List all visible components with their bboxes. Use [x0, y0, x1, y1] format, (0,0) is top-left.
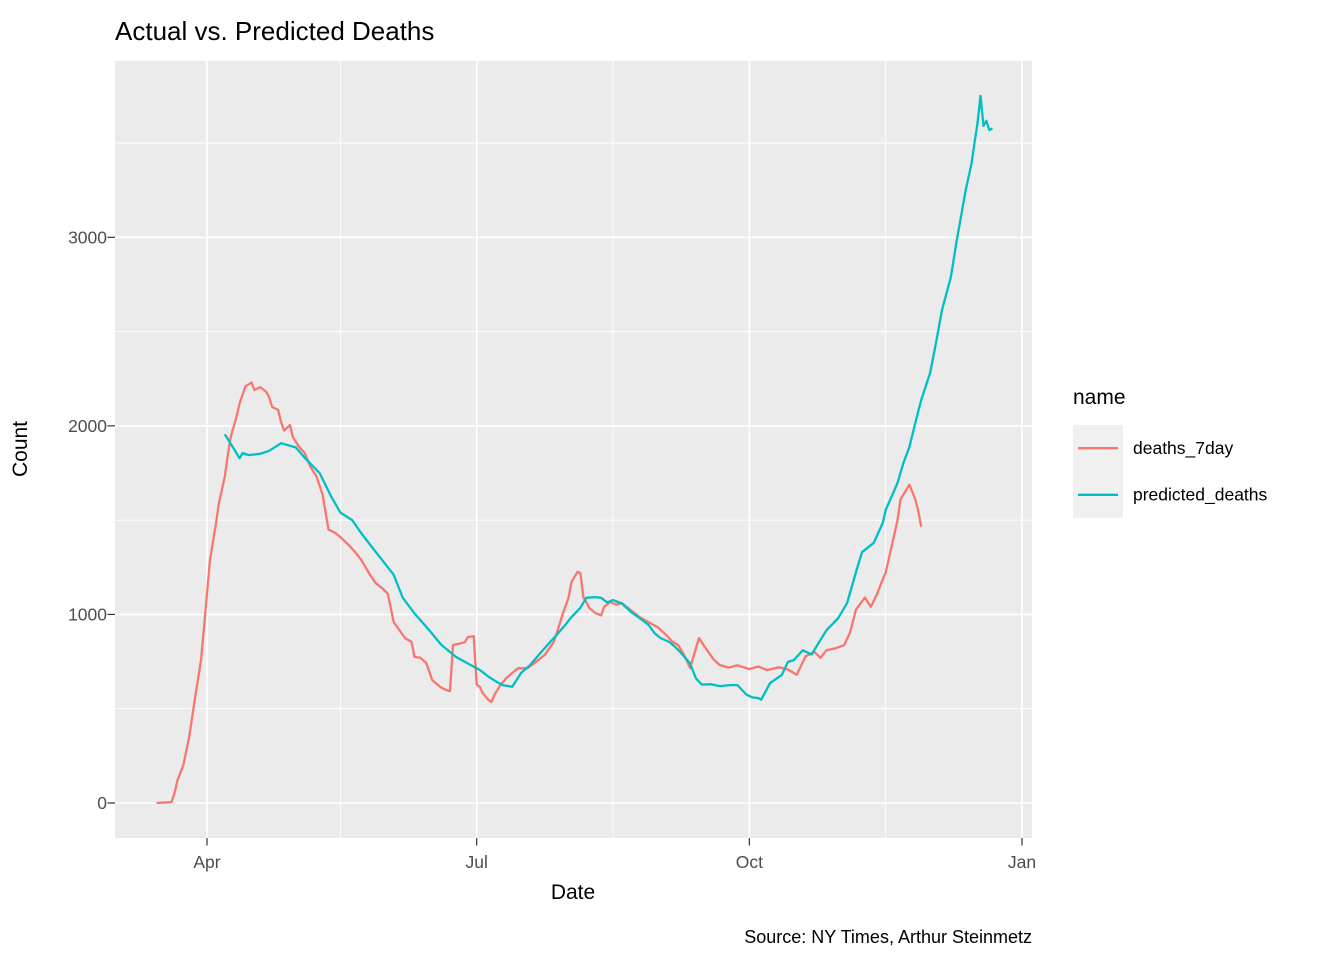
y-tick-label: 2000 — [68, 416, 107, 436]
legend: name deaths_7day predicted_deaths — [1073, 386, 1268, 518]
y-axis-title: Count — [9, 421, 32, 477]
axis-tick-marks — [107, 236, 1023, 846]
y-tick-label: 1000 — [68, 604, 107, 624]
axis-tick-labels: 0 1000 2000 3000 Apr Jul Oct Jan — [68, 227, 1036, 872]
y-tick-label: 3000 — [68, 227, 107, 247]
grid-minor — [115, 61, 1032, 838]
series-lines — [156, 94, 994, 805]
x-tick-label: Jul — [466, 852, 488, 872]
series-line-deaths_7day — [156, 381, 923, 805]
legend-label-1: predicted_deaths — [1133, 485, 1268, 506]
legend-label-0: deaths_7day — [1133, 438, 1233, 459]
chart-title: Actual vs. Predicted Deaths — [115, 16, 434, 46]
x-tick-label: Jan — [1008, 852, 1036, 872]
series-line-predicted_deaths — [223, 94, 994, 701]
panel-background — [115, 61, 1032, 838]
caption: Source: NY Times, Arthur Steinmetz — [744, 927, 1032, 947]
x-tick-label: Apr — [193, 852, 220, 872]
y-tick-label: 0 — [97, 793, 107, 813]
x-tick-label: Oct — [736, 852, 763, 872]
legend-title: name — [1073, 386, 1126, 409]
x-axis-title: Date — [551, 881, 595, 904]
